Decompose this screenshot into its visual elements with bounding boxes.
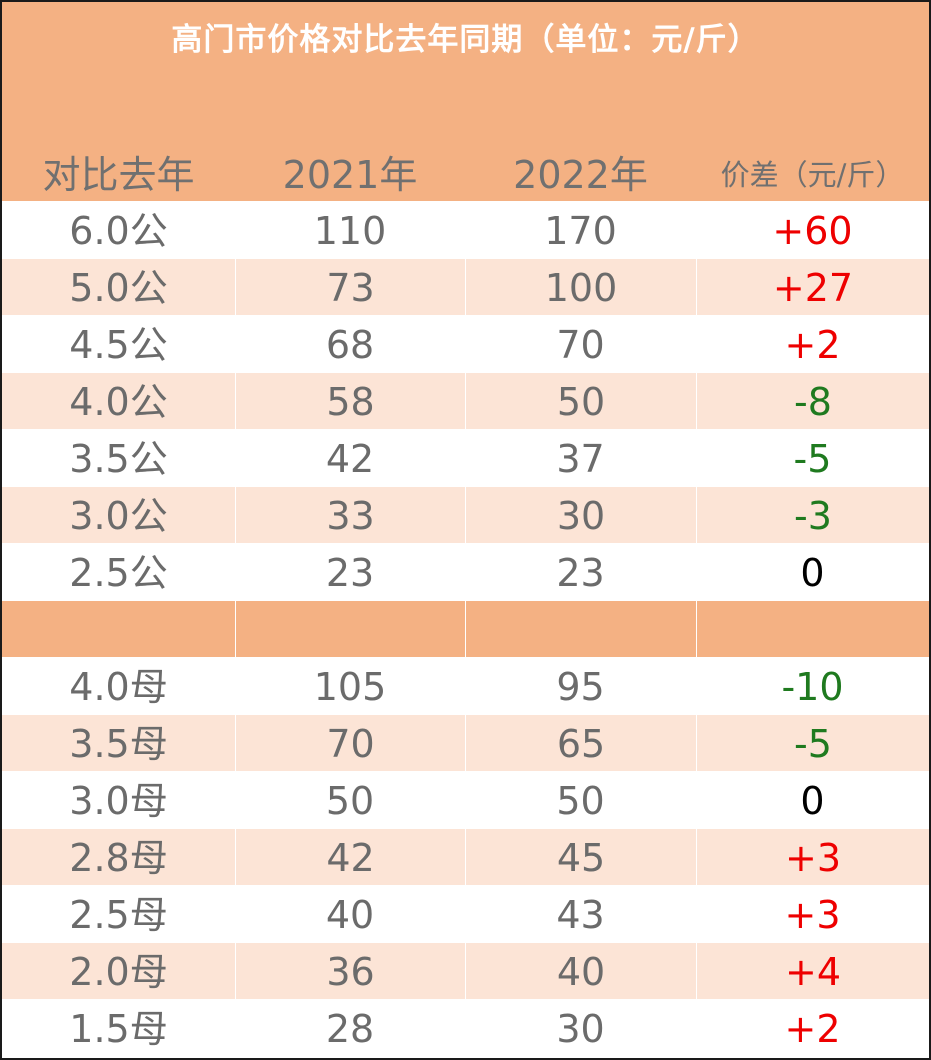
table-row: 3.0母 50 50 0 xyxy=(2,772,929,829)
price-2021-cell: 105 xyxy=(313,665,387,709)
price-2022-cell: 170 xyxy=(544,209,617,253)
spec-cell: 2.8母 xyxy=(69,836,168,880)
table-row: 1.5母 28 30 +2 xyxy=(2,1000,929,1057)
table-row: 2.0母 36 40 +4 xyxy=(2,943,929,1000)
separator-row xyxy=(2,601,929,658)
spec-cell: 2.5母 xyxy=(69,893,168,937)
price-2021-cell: 42 xyxy=(235,829,465,885)
price-diff-cell: +4 xyxy=(696,943,929,999)
table-row: 6.0公 110 170 +60 xyxy=(2,202,929,259)
price-diff-cell: +60 xyxy=(772,209,853,253)
price-2022-cell: 40 xyxy=(465,943,696,999)
spec-cell: 3.5母 xyxy=(69,722,168,766)
price-2022-cell: 95 xyxy=(556,665,605,709)
table-row: 3.5母 70 65 -5 xyxy=(2,715,929,772)
separator-cell xyxy=(465,601,696,657)
spec-cell: 3.0公 xyxy=(69,494,168,538)
price-2022-cell: 43 xyxy=(556,893,605,937)
separator-cell xyxy=(696,601,929,657)
table-body: 6.0公 110 170 +60 5.0公 73 100 +27 4.5公 68 70 +2 4.0公 5… xyxy=(2,202,929,1057)
price-2022-cell: 50 xyxy=(556,779,605,823)
spec-cell: 3.0母 xyxy=(69,779,168,823)
price-2022-cell: 45 xyxy=(465,829,696,885)
price-diff-cell: +3 xyxy=(696,829,929,885)
price-2021-cell: 70 xyxy=(235,715,465,771)
price-diff-cell: +2 xyxy=(784,1007,841,1051)
price-2021-cell: 42 xyxy=(325,437,375,481)
table-row: 3.5公 42 37 -5 xyxy=(2,430,929,487)
spec-cell: 4.0公 xyxy=(69,380,168,424)
table-row: 2.8母 42 45 +3 xyxy=(2,829,929,886)
separator-cell xyxy=(235,601,465,657)
table-title: 高门市价格对比去年同期（单位：元/斤） xyxy=(171,22,760,58)
table-row: 4.0母 105 95 -10 xyxy=(2,658,929,715)
column-header-2022: 2022年 xyxy=(513,153,648,197)
price-2021-cell: 73 xyxy=(235,259,465,315)
price-2022-cell: 70 xyxy=(556,323,605,367)
spec-cell: 2.0母 xyxy=(69,950,168,994)
price-2021-cell: 110 xyxy=(313,209,387,253)
price-2021-cell: 58 xyxy=(235,373,465,429)
price-2022-cell: 30 xyxy=(465,487,696,543)
price-diff-cell: -5 xyxy=(696,715,929,771)
price-diff-cell: +3 xyxy=(784,893,841,937)
column-header-spec: 对比去年 xyxy=(42,153,195,197)
spec-cell: 6.0公 xyxy=(69,209,168,253)
table-row: 3.0公 33 30 -3 xyxy=(2,487,929,544)
spec-cell: 4.5公 xyxy=(69,323,168,367)
spec-cell: 4.0母 xyxy=(69,665,168,709)
table-header: 高门市价格对比去年同期（单位：元/斤） 对比去年 2021年 2022年 价差（… xyxy=(2,2,929,201)
price-2021-cell: 68 xyxy=(325,323,375,367)
price-2022-cell: 50 xyxy=(465,373,696,429)
spec-cell: 1.5母 xyxy=(69,1007,168,1051)
column-header-diff: 价差（元/斤） xyxy=(720,158,905,192)
price-2022-cell: 100 xyxy=(465,259,696,315)
price-diff-cell: -8 xyxy=(696,373,929,429)
price-2021-cell: 36 xyxy=(235,943,465,999)
price-diff-cell: -3 xyxy=(696,487,929,543)
price-diff-cell: 0 xyxy=(800,779,825,823)
table-row: 2.5母 40 43 +3 xyxy=(2,886,929,943)
price-diff-cell: 0 xyxy=(800,551,825,595)
price-2021-cell: 50 xyxy=(325,779,375,823)
price-diff-cell: +2 xyxy=(784,323,841,367)
table-row: 2.5公 23 23 0 xyxy=(2,544,929,601)
price-2021-cell: 28 xyxy=(325,1007,375,1051)
price-2021-cell: 33 xyxy=(235,487,465,543)
price-diff-cell: -10 xyxy=(781,665,844,709)
price-2022-cell: 65 xyxy=(465,715,696,771)
price-diff-cell: +27 xyxy=(696,259,929,315)
spec-cell: 3.5公 xyxy=(69,437,168,481)
spec-cell: 2.5公 xyxy=(69,551,168,595)
spec-cell: 5.0公 xyxy=(69,266,168,310)
price-2022-cell: 37 xyxy=(556,437,605,481)
table-row: 4.0公 58 50 -8 xyxy=(2,373,929,430)
table-row: 5.0公 73 100 +27 xyxy=(2,259,929,316)
column-header-2021: 2021年 xyxy=(282,153,418,197)
price-2021-cell: 40 xyxy=(325,893,375,937)
price-2021-cell: 23 xyxy=(325,551,375,595)
price-2022-cell: 30 xyxy=(556,1007,605,1051)
price-2022-cell: 23 xyxy=(556,551,605,595)
price-diff-cell: -5 xyxy=(793,437,832,481)
table-row: 4.5公 68 70 +2 xyxy=(2,316,929,373)
